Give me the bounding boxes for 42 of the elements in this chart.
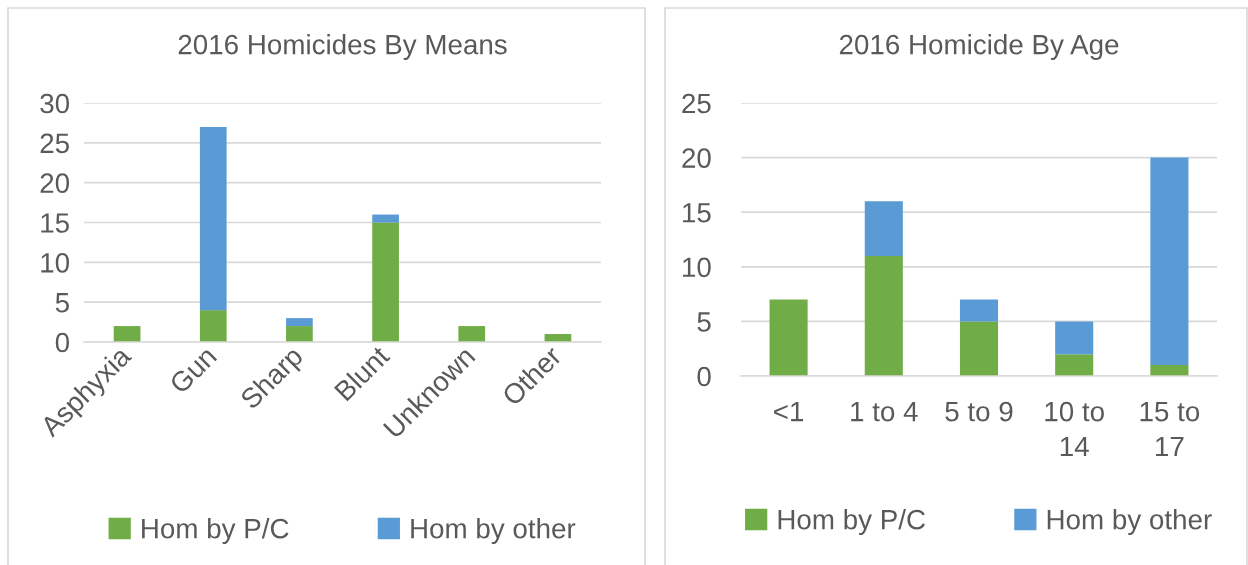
x-tick-label: 10 to 14 xyxy=(1045,401,1104,457)
chart-title: 2016 Homicide By Age xyxy=(839,34,1119,60)
chart-title: 2016 Homicides By Means xyxy=(178,34,507,60)
bar xyxy=(959,321,999,376)
bar xyxy=(286,326,313,342)
y-tick-label: 5 xyxy=(697,312,711,332)
x-tick-label: 1 to 4 xyxy=(851,402,918,422)
y-tick-label: 5 xyxy=(55,293,69,313)
y-tick-label: 0 xyxy=(55,332,70,353)
legend-label: Hom by other xyxy=(411,518,576,544)
x-tick-label: <1 xyxy=(774,402,804,422)
y-tick-label: 10 xyxy=(41,253,70,273)
x-tick-label: 5 to 9 xyxy=(945,401,1013,422)
y-tick-label: 15 xyxy=(683,203,711,223)
legend-label: Hom by P/C xyxy=(142,518,289,544)
y-tick-label: 15 xyxy=(41,213,69,233)
bar xyxy=(1055,354,1094,376)
bar xyxy=(372,222,399,342)
bar xyxy=(113,326,141,342)
bar xyxy=(286,318,313,327)
bar xyxy=(864,201,903,256)
bar xyxy=(959,299,999,322)
y-tick-label: 25 xyxy=(682,93,711,114)
y-tick-label: 20 xyxy=(682,148,711,168)
legend-label: Hom by other xyxy=(1047,509,1212,535)
y-tick-label: 20 xyxy=(40,173,70,194)
y-tick-label: 25 xyxy=(40,133,69,154)
bar xyxy=(1150,157,1189,366)
bar xyxy=(769,299,808,376)
bar xyxy=(199,126,227,311)
y-tick-label: 10 xyxy=(683,257,711,278)
y-tick-label: 30 xyxy=(40,93,70,114)
bar xyxy=(199,310,227,342)
bar xyxy=(1150,365,1189,376)
bar xyxy=(864,255,903,376)
bar xyxy=(1055,321,1094,355)
legend-label: Hom by P/C xyxy=(778,509,925,535)
x-tick-label: 15 to 17 xyxy=(1140,402,1200,457)
bar xyxy=(372,214,399,223)
bar xyxy=(458,326,486,342)
x-tick-label: Gun xyxy=(168,345,218,395)
y-tick-label: 0 xyxy=(697,366,711,387)
